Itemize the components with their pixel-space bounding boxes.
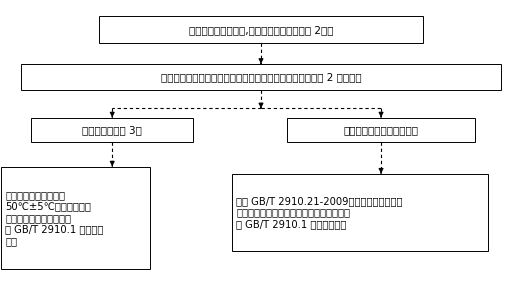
FancyBboxPatch shape: [31, 117, 193, 142]
Text: 非溶胀状态或是断裂状态。: 非溶胀状态或是断裂状态。: [343, 125, 419, 135]
FancyBboxPatch shape: [99, 16, 423, 43]
Text: 滴加硝酸试剂：聚丙烯腈纤维溶解，改性聚丙烯腈纤维会有 2 种状态。: 滴加硝酸试剂：聚丙烯腈纤维溶解，改性聚丙烯腈纤维会有 2 种状态。: [161, 72, 361, 82]
FancyBboxPatch shape: [21, 64, 501, 90]
FancyBboxPatch shape: [232, 174, 488, 251]
Text: 溶胀状态下：图 3。: 溶胀状态下：图 3。: [82, 125, 142, 135]
Text: 依据 GB/T 2910.21-2009，用近沸点的环己酮
试剂溶解改性聚丙烯腈纤维，烘干称重，依
据 GB/T 2910.1 计算出数据。: 依据 GB/T 2910.21-2009，用近沸点的环己酮 试剂溶解改性聚丙烯腈…: [236, 196, 403, 229]
Text: 依据新方法用丙酮试剂
50℃±5℃溶解改性聚丙
烯腈纤维，烘干称重，依
据 GB/T 2910.1 计算出数
据。: 依据新方法用丙酮试剂 50℃±5℃溶解改性聚丙 烯腈纤维，烘干称重，依 据 GB…: [6, 190, 104, 246]
Text: 定性：聚丙烯腈纤维,改性聚丙烯腈纤维（图 2）。: 定性：聚丙烯腈纤维,改性聚丙烯腈纤维（图 2）。: [189, 25, 333, 35]
FancyBboxPatch shape: [287, 117, 475, 142]
FancyBboxPatch shape: [2, 167, 150, 269]
